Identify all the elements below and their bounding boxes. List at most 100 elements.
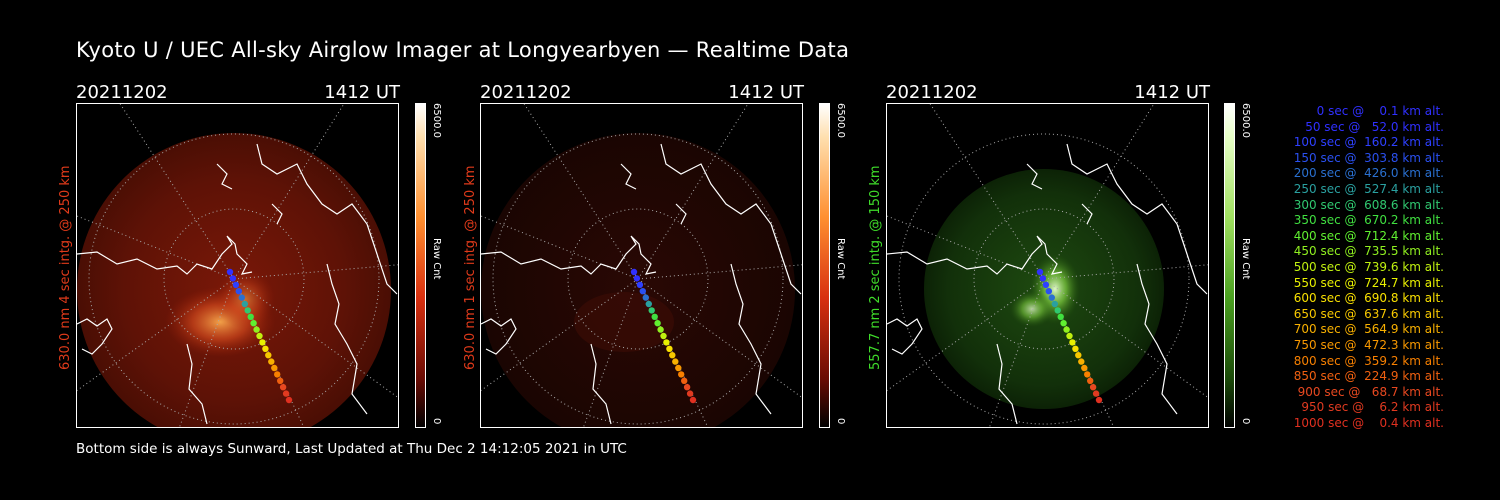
trajectory-dot <box>265 352 272 359</box>
allsky-image <box>76 103 399 428</box>
panel-side-label: 630.0 nm 4 sec intg. @ 250 km <box>58 165 73 370</box>
panel-date: 20211202 <box>480 82 572 103</box>
trajectory-dot <box>633 275 641 282</box>
legend-row: 0 sec @ 0.1 km alt. <box>1305 104 1444 118</box>
trajectory-dot <box>268 358 275 365</box>
panel-time: 1412 UT <box>728 82 804 103</box>
colorbar-max: 6500.0 <box>431 103 442 138</box>
trajectory-dot <box>279 384 287 391</box>
panel-side-label: 630.0 nm 1 sec intg. @ 250 km <box>463 165 478 370</box>
legend-row: 500 sec @ 739.6 km alt. <box>1289 259 1444 274</box>
legend-row: 950 sec @ 6.2 km alt. <box>1297 400 1444 415</box>
coastline <box>77 143 398 425</box>
colorbar-unit: Raw Cnt <box>431 238 442 280</box>
allsky-image-svg <box>77 104 398 427</box>
trajectory-dot <box>232 281 240 288</box>
trajectory-dot <box>648 307 655 314</box>
footer-note: Bottom side is always Sunward, Last Upda… <box>76 441 627 457</box>
trajectory-dot <box>1095 396 1103 404</box>
legend-row: 900 sec @ 68.7 km alt. <box>1293 384 1444 399</box>
legend-row: 550 sec @ 724.7 km alt. <box>1289 275 1444 290</box>
trajectory-dot <box>250 320 257 327</box>
trajectory-dot <box>1072 345 1079 352</box>
legend-row: 250 sec @ 527.4 km alt. <box>1289 181 1444 196</box>
trajectory-dots <box>226 268 293 404</box>
colorbar-max: 6500.0 <box>835 103 846 138</box>
trajectory-dot <box>678 371 685 378</box>
trajectory-dot <box>651 313 658 320</box>
trajectory-dot <box>253 326 260 333</box>
trajectory-dot <box>238 294 245 301</box>
trajectory-dot <box>241 300 248 308</box>
legend-row: 650 sec @ 637.6 km alt. <box>1289 306 1444 321</box>
trajectory-dot <box>262 345 269 352</box>
legend-row: 150 sec @ 303.8 km alt. <box>1289 150 1444 165</box>
legend-row: 100 sec @ 160.2 km alt. <box>1289 135 1444 150</box>
panel-date: 20211202 <box>886 82 978 103</box>
trajectory-dot <box>1051 300 1058 308</box>
colorbar-unit: Raw Cnt <box>1240 238 1251 280</box>
panel-time: 1412 UT <box>324 82 400 103</box>
page-title: Kyoto U / UEC All-sky Airglow Imager at … <box>76 38 850 62</box>
legend-row: 600 sec @ 690.8 km alt. <box>1289 291 1444 306</box>
trajectory-dot <box>645 300 652 308</box>
trajectory-dot <box>1087 377 1094 384</box>
trajectory-dot <box>1063 326 1070 333</box>
trajectory-dot <box>1066 332 1073 340</box>
legend-row: 1000 sec @ 0.4 km alt. <box>1293 415 1444 430</box>
trajectory-dot <box>285 396 293 404</box>
trajectory-dot <box>247 313 254 320</box>
trajectory-dots <box>1036 268 1103 404</box>
trajectory-legend: 0 sec @ 0.1 km alt. 50 sec @ 52.0 km alt… <box>1262 104 1444 431</box>
trajectory-dot <box>630 268 638 276</box>
coastline <box>481 143 802 425</box>
trajectory-dot <box>274 371 281 378</box>
legend-row: 50 sec @ 52.0 km alt. <box>1297 119 1444 134</box>
panel-date: 20211202 <box>76 82 168 103</box>
trajectory-dot <box>681 377 688 384</box>
colorbar-max: 6500.0 <box>1240 103 1251 138</box>
trajectory-dot <box>282 390 290 397</box>
allsky-image <box>480 103 803 428</box>
trajectory-dot <box>256 332 263 340</box>
legend-row: 400 sec @ 712.4 km alt. <box>1289 228 1444 243</box>
trajectory-dot <box>229 275 237 282</box>
legend-row: 300 sec @ 608.6 km alt. <box>1289 197 1444 212</box>
allsky-image-svg <box>887 104 1208 427</box>
trajectory-dot <box>683 384 691 391</box>
panel-side-label: 557.7 nm 2 sec intg. @ 150 km <box>868 165 883 370</box>
coastline <box>887 143 1208 425</box>
aurora-patch <box>1010 291 1054 327</box>
trajectory-dot <box>669 352 676 359</box>
trajectory-dot <box>636 281 644 288</box>
trajectory-dot <box>1057 313 1064 320</box>
colorbar <box>819 103 830 428</box>
legend-row: 750 sec @ 472.3 km alt. <box>1289 337 1444 352</box>
trajectory-dot <box>663 339 670 346</box>
legend-row: 850 sec @ 224.9 km alt. <box>1289 369 1444 384</box>
trajectory-dot <box>689 396 697 404</box>
trajectory-dot <box>1084 371 1091 378</box>
trajectory-dot <box>277 377 284 384</box>
trajectory-dot <box>271 364 278 372</box>
trajectory-dot <box>1081 364 1088 372</box>
trajectory-dot <box>1060 320 1067 327</box>
trajectory-dot <box>1054 307 1061 314</box>
colorbar-unit: Raw Cnt <box>835 238 846 280</box>
legend-row: 700 sec @ 564.9 km alt. <box>1289 322 1444 337</box>
colorbar-min: 0 <box>1240 418 1251 425</box>
trajectory-dot <box>1048 294 1055 301</box>
colorbar <box>1224 103 1235 428</box>
trajectory-dots <box>630 268 697 404</box>
trajectory-dot <box>686 390 694 397</box>
panel-time: 1412 UT <box>1134 82 1210 103</box>
trajectory-dot <box>1045 288 1052 295</box>
trajectory-dot <box>660 332 667 340</box>
colorbar <box>415 103 426 428</box>
trajectory-dot <box>226 268 234 276</box>
trajectory-dot <box>244 307 251 314</box>
trajectory-dot <box>639 288 646 295</box>
legend-row: 450 sec @ 735.5 km alt. <box>1289 244 1444 259</box>
trajectory-dot <box>1092 390 1100 397</box>
trajectory-dot <box>675 364 682 372</box>
